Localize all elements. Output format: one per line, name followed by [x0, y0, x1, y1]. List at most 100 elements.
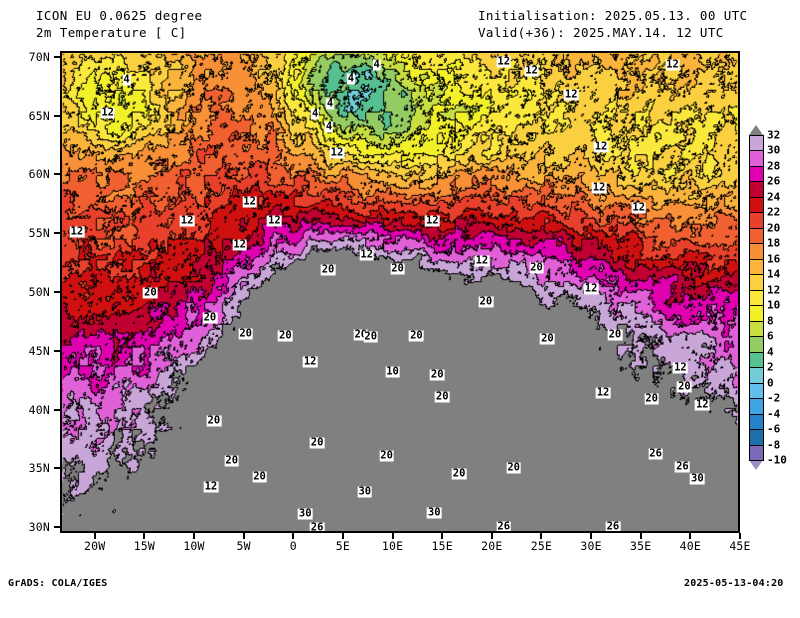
longitude-tick — [143, 533, 146, 539]
colorbar-tick — [749, 135, 764, 136]
colorbar-segment — [749, 413, 764, 430]
contour-value-label: 20 — [429, 368, 445, 381]
contour-value-label: 12 — [100, 106, 115, 119]
colorbar-segment — [749, 150, 764, 166]
colorbar-tick-label: 16 — [767, 252, 781, 266]
latitude-tick — [54, 173, 60, 176]
longitude-tick-label: 15W — [133, 539, 156, 553]
longitude-tick-label: 20E — [481, 539, 503, 553]
colorbar-tick — [749, 165, 764, 167]
colorbar-segment — [749, 165, 764, 182]
contour-value-label: 20 — [353, 328, 369, 341]
initialisation-time: Initialisation: 2025.05.13. 00 UTC — [478, 8, 748, 23]
latitude-tick — [54, 349, 60, 352]
longitude-tick — [540, 533, 543, 539]
contour-value-label: 4 — [122, 73, 131, 86]
contour-value-label: 12 — [591, 181, 607, 194]
contour-value-label: 20 — [529, 261, 544, 274]
colorbar-tick-label: -4 — [767, 407, 781, 421]
contour-value-label: 4 — [325, 97, 335, 110]
colorbar-segment — [749, 444, 764, 460]
contour-value-label: 20 — [224, 454, 240, 467]
colorbar-segment — [749, 289, 764, 306]
colorbar-over-arrow — [749, 125, 763, 135]
contour-value-label: 12 — [203, 480, 219, 493]
colorbar-tick — [749, 444, 764, 446]
colorbar-tick-label: -10 — [767, 453, 787, 467]
longitude-tick-label: 25E — [530, 539, 553, 553]
contour-value-label: 20 — [320, 263, 336, 276]
contour-value-label: 12 — [232, 238, 248, 251]
longitude-tick-label: 40E — [679, 539, 702, 553]
colorbar-tick — [749, 289, 764, 291]
contour-value-label: 20 — [506, 461, 521, 474]
contour-value-label: 20 — [677, 380, 692, 393]
colorbar-segment — [749, 305, 764, 321]
contour-value-label: 20 — [143, 286, 158, 299]
longitude-tick-label: 5W — [236, 539, 251, 553]
colorbar-tick-label: 26 — [767, 174, 781, 188]
colorbar-tick — [749, 382, 764, 384]
colorbar-tick — [749, 305, 764, 307]
colorbar-tick — [749, 243, 764, 245]
temperature-map-plot: 4 12 4 4 4 4 4 12 12 12 12 12 12 12 12 12 12 12 12 12 12 12 12… — [60, 51, 740, 533]
contour-value-label: 20 — [278, 329, 293, 342]
contour-value-label: 12 — [267, 214, 282, 227]
contour-value-label: 30 — [426, 506, 442, 519]
latitude-tick — [54, 526, 60, 529]
valid-time: Valid(+36): 2025.MAY.14. 12 UTC — [478, 25, 724, 40]
contour-value-label: 26 — [605, 520, 621, 533]
contour-value-label: 20 — [252, 470, 267, 483]
longitude-tick-label: 15E — [431, 539, 453, 553]
colorbar-segment — [749, 196, 764, 213]
colorbar-segment — [749, 181, 764, 197]
colorbar-segment — [749, 351, 764, 368]
colorbar-tick-label: 12 — [767, 283, 781, 297]
longitude-tick — [739, 533, 741, 539]
latitude-tick-label: 40N — [28, 402, 50, 417]
contour-value-label: 12 — [631, 201, 647, 214]
contour-value-label: 12 — [593, 140, 609, 153]
colorbar-under-arrow — [749, 460, 763, 470]
contour-value-label: 20 — [607, 328, 623, 341]
contour-value-label: 12 — [69, 225, 85, 238]
contour-value-label: 26 — [496, 520, 512, 533]
latitude-tick-label: 60N — [28, 167, 50, 182]
contour-value-label: 12 — [673, 361, 688, 374]
contour-value-label: 12 — [563, 88, 579, 101]
colorbar-tick-label: -8 — [767, 438, 781, 452]
contour-value-label: 30 — [357, 485, 373, 497]
colorbar-tick — [749, 274, 764, 276]
model-title: ICON EU 0.0625 degree — [36, 8, 203, 23]
latitude-tick — [54, 467, 60, 470]
contour-value-label: 4 — [310, 107, 320, 120]
colorbar-tick-label: 0 — [767, 376, 774, 390]
colorbar-tick — [749, 429, 764, 431]
colorbar-segment — [749, 398, 764, 414]
longitude-tick — [590, 533, 593, 539]
colorbar-tick — [749, 227, 764, 229]
colorbar-segment — [749, 274, 764, 290]
colorbar-tick — [749, 150, 764, 152]
temperature-field-canvas — [62, 53, 738, 531]
contour-value-label: 20 — [478, 295, 494, 308]
longitude-tick — [341, 533, 344, 539]
longitude-tick-label: 5E — [335, 539, 351, 553]
contour-value-label: 20 — [451, 467, 467, 480]
colorbar-tick — [749, 351, 764, 353]
colorbar-segment — [749, 243, 764, 259]
longitude-tick-label: 45E — [729, 539, 751, 553]
contour-value-label: 20 — [363, 330, 379, 343]
colorbar-segment — [749, 429, 764, 445]
contour-value-label: 12 — [424, 214, 440, 227]
contour-value-label: 12 — [595, 386, 611, 399]
latitude-tick-label: 55N — [28, 226, 50, 241]
latitude-tick — [54, 291, 60, 293]
contour-value-label: 12 — [694, 398, 710, 410]
contour-value-label: 20 — [409, 329, 424, 342]
longitude-tick-label: 20W — [84, 539, 106, 553]
colorbar-segment — [749, 135, 764, 151]
latitude-tick-label: 35N — [28, 461, 50, 476]
colorbar-segment — [749, 320, 764, 337]
longitude-tick — [639, 533, 642, 539]
